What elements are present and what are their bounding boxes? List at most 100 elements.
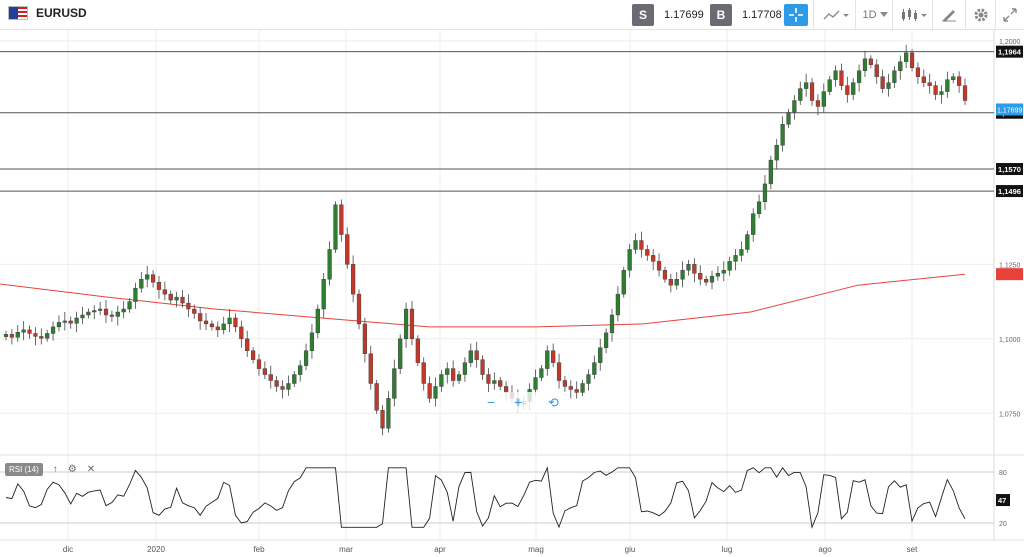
candle-body: [127, 301, 132, 310]
candle-body: [598, 347, 603, 363]
candle-body: [686, 264, 691, 271]
candle-body: [403, 308, 409, 340]
candle-body: [209, 323, 215, 328]
timeframe-selector[interactable]: 1D: [860, 4, 890, 26]
candle-body: [45, 333, 50, 339]
candle-body: [480, 359, 485, 375]
arrow-up-icon[interactable]: ↑: [52, 464, 58, 475]
candle-body: [445, 368, 450, 375]
crosshair-icon: [789, 8, 803, 22]
candle-body: [309, 332, 315, 351]
candle-body: [292, 374, 297, 384]
current-price-bg: [996, 103, 1023, 116]
candle-body: [215, 326, 220, 331]
candle-body: [62, 320, 67, 323]
candle-body: [533, 377, 538, 390]
candle-body: [174, 296, 179, 301]
x-tick-label: 2020: [147, 545, 165, 554]
x-tick-label: lug: [722, 545, 733, 554]
x-tick-label: apr: [434, 545, 446, 554]
candle-body: [9, 334, 14, 338]
x-tick-label: mag: [528, 545, 544, 554]
candle-body: [662, 270, 668, 280]
level-label-bg: [996, 45, 1023, 58]
level-label: 1,1570: [998, 165, 1021, 174]
candle-body: [745, 234, 750, 250]
current-price-label: 1,17699: [997, 107, 1022, 114]
candle-body: [98, 308, 103, 311]
candle-body: [56, 322, 62, 328]
level-label-bg: [996, 185, 1023, 198]
candle-body: [880, 76, 885, 89]
zoom-bg: [479, 392, 539, 412]
candle-body: [433, 386, 438, 399]
buy-price: 1.17708: [742, 9, 782, 21]
candle-body: [692, 264, 697, 274]
candle-body: [33, 333, 38, 337]
candle-body: [327, 249, 332, 280]
candle-body: [927, 82, 932, 86]
candle-body: [945, 79, 950, 92]
drawing-tools-button[interactable]: [938, 4, 960, 26]
candle-body: [962, 85, 968, 101]
candle-body: [80, 314, 85, 319]
candle-body: [545, 350, 550, 369]
y-tick-label: 1,1250: [999, 262, 1021, 269]
candle-body: [898, 61, 903, 71]
candle-body: [609, 314, 615, 334]
rsi-value-label: 47: [998, 496, 1006, 505]
candle-body: [374, 383, 379, 411]
candle-body: [562, 380, 568, 387]
chevron-down-icon: [879, 12, 888, 17]
candle-body: [50, 326, 56, 334]
candle-type-button[interactable]: [898, 4, 930, 26]
top-toolbar: EURUSD S 1.17699 B 1.17708 1D: [0, 0, 1024, 30]
buy-button[interactable]: B 1.17708: [710, 4, 782, 26]
candle-body: [645, 249, 650, 256]
candle-body: [392, 368, 397, 399]
pencil-icon: [942, 10, 956, 22]
candle-body: [821, 91, 826, 107]
price-chart[interactable]: dic 2020 feb mar apr mag giu lug ago set 1,2000 1,1…: [0, 30, 1024, 557]
symbol-name: EURUSD: [36, 6, 87, 20]
candle-body: [315, 308, 320, 334]
gear-small-icon[interactable]: ⚙: [67, 464, 77, 475]
candle-body: [92, 310, 97, 313]
moving-average-line: [0, 273, 966, 328]
settings-button[interactable]: [970, 4, 992, 26]
candle-body: [39, 336, 44, 339]
candles: [3, 44, 968, 436]
close-icon[interactable]: ✕: [86, 464, 96, 475]
chart-type-button[interactable]: [820, 4, 852, 26]
candle-body: [627, 249, 632, 271]
candle-body: [739, 249, 744, 256]
candle-body: [409, 308, 415, 340]
fullscreen-button[interactable]: [1000, 4, 1020, 26]
candle-body: [503, 386, 509, 393]
candle-body: [368, 353, 373, 384]
candle-body: [815, 100, 821, 107]
candle-body: [551, 350, 556, 363]
candle-body: [321, 279, 326, 310]
eu-us-flag-icon: [8, 6, 28, 20]
candle-body: [809, 82, 815, 101]
symbol-selector[interactable]: EURUSD: [8, 6, 87, 20]
candlestick-icon: [902, 8, 927, 21]
crosshair-button[interactable]: [784, 4, 808, 26]
candle-body: [68, 320, 73, 324]
candle-body: [251, 350, 256, 360]
candle-body: [86, 311, 91, 316]
candle-body: [651, 255, 656, 262]
candle-body: [15, 332, 20, 338]
rsi-header: RSI (14) ↑ ⚙ ✕: [5, 463, 95, 476]
candle-body: [27, 329, 32, 334]
candle-body: [303, 350, 309, 366]
candle-body: [939, 91, 944, 95]
candle-body: [156, 282, 162, 290]
candle-body: [904, 52, 909, 62]
level-label-bg: [996, 163, 1023, 176]
candle-body: [839, 70, 844, 86]
candle-body: [362, 323, 367, 354]
sell-price: 1.17699: [664, 9, 704, 21]
sell-button[interactable]: S 1.17699: [632, 4, 704, 26]
